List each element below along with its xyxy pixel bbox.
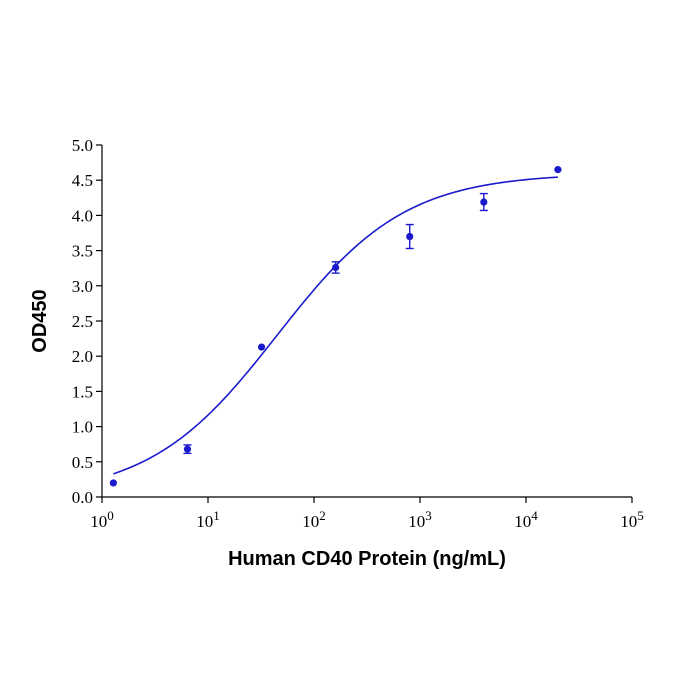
y-tick-label: 4.5 bbox=[72, 171, 93, 190]
data-point bbox=[554, 166, 562, 174]
data-point bbox=[332, 263, 340, 272]
x-tick-label: 105 bbox=[620, 508, 644, 531]
y-tick-label: 3.5 bbox=[72, 242, 93, 261]
x-tick-label: 103 bbox=[408, 508, 432, 531]
x-axis-title: Human CD40 Protein (ng/mL) bbox=[228, 548, 506, 570]
y-tick-label: 1.5 bbox=[72, 382, 93, 401]
y-tick-label: 0.5 bbox=[72, 453, 93, 472]
fit-curve bbox=[113, 176, 558, 475]
data-point bbox=[406, 232, 414, 241]
fit-curve-group bbox=[113, 176, 558, 475]
data-point bbox=[183, 445, 192, 453]
x-tick-label: 102 bbox=[302, 508, 326, 531]
x-tick-label: 100 bbox=[90, 508, 114, 531]
y-tick-label: 2.0 bbox=[72, 347, 93, 366]
data-points-group bbox=[109, 166, 562, 487]
y-tick-label: 0.0 bbox=[72, 488, 93, 507]
axes: 0.0 0.5 1.0 1.5 2.0 2.5 3.0 3.5 4.0 4.5 5.0 100 101 1… bbox=[72, 136, 644, 531]
x-tick-label: 104 bbox=[514, 508, 538, 531]
data-point bbox=[257, 343, 266, 351]
data-point bbox=[480, 198, 488, 206]
y-tick-label: 4.0 bbox=[72, 206, 93, 225]
y-tick-label: 1.0 bbox=[72, 418, 93, 437]
y-tick-label: 3.0 bbox=[72, 277, 93, 296]
y-axis-title: OD450 bbox=[29, 289, 51, 352]
y-tick-label: 2.5 bbox=[72, 312, 93, 331]
data-point bbox=[109, 479, 117, 487]
y-tick-label: 5.0 bbox=[72, 136, 93, 155]
x-tick-label: 101 bbox=[196, 508, 220, 531]
